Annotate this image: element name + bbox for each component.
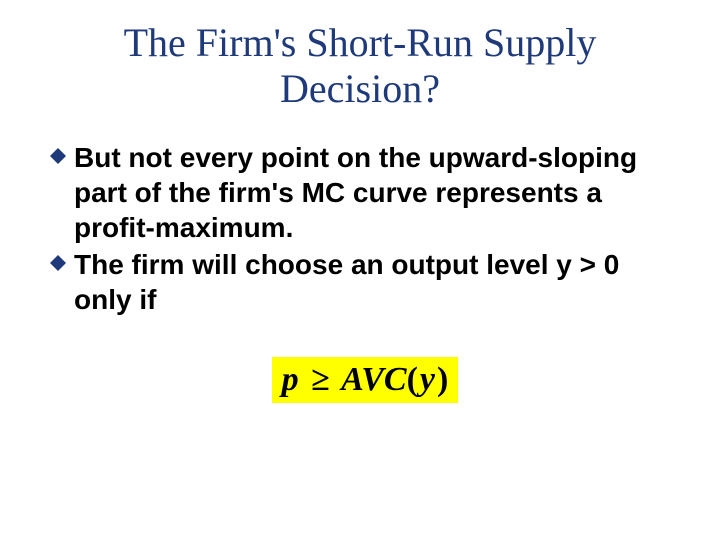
formula: p ≥ AVC(y) bbox=[272, 357, 459, 403]
slide-title: The Firm's Short-Run Supply Decision? bbox=[40, 20, 680, 112]
formula-close-paren: ) bbox=[437, 361, 448, 398]
diamond-bullet-icon bbox=[50, 255, 66, 271]
formula-lhs: p bbox=[282, 361, 299, 398]
diamond-bullet-icon bbox=[50, 148, 66, 164]
bullet-text-1: But not every point on the upward-slopin… bbox=[74, 140, 680, 245]
bullet-item-2: The firm will choose an output level y >… bbox=[50, 247, 680, 317]
formula-open-paren: ( bbox=[407, 361, 418, 398]
formula-rhs-func: AVC bbox=[341, 361, 407, 398]
body-content: But not every point on the upward-slopin… bbox=[40, 140, 680, 403]
formula-op: ≥ bbox=[307, 361, 334, 398]
slide: The Firm's Short-Run Supply Decision? Bu… bbox=[0, 0, 720, 540]
bullet-item-1: But not every point on the upward-slopin… bbox=[50, 140, 680, 245]
formula-container: p ≥ AVC(y) bbox=[50, 357, 680, 403]
formula-rhs-arg: y bbox=[418, 361, 437, 398]
bullet-text-2: The firm will choose an output level y >… bbox=[74, 247, 680, 317]
